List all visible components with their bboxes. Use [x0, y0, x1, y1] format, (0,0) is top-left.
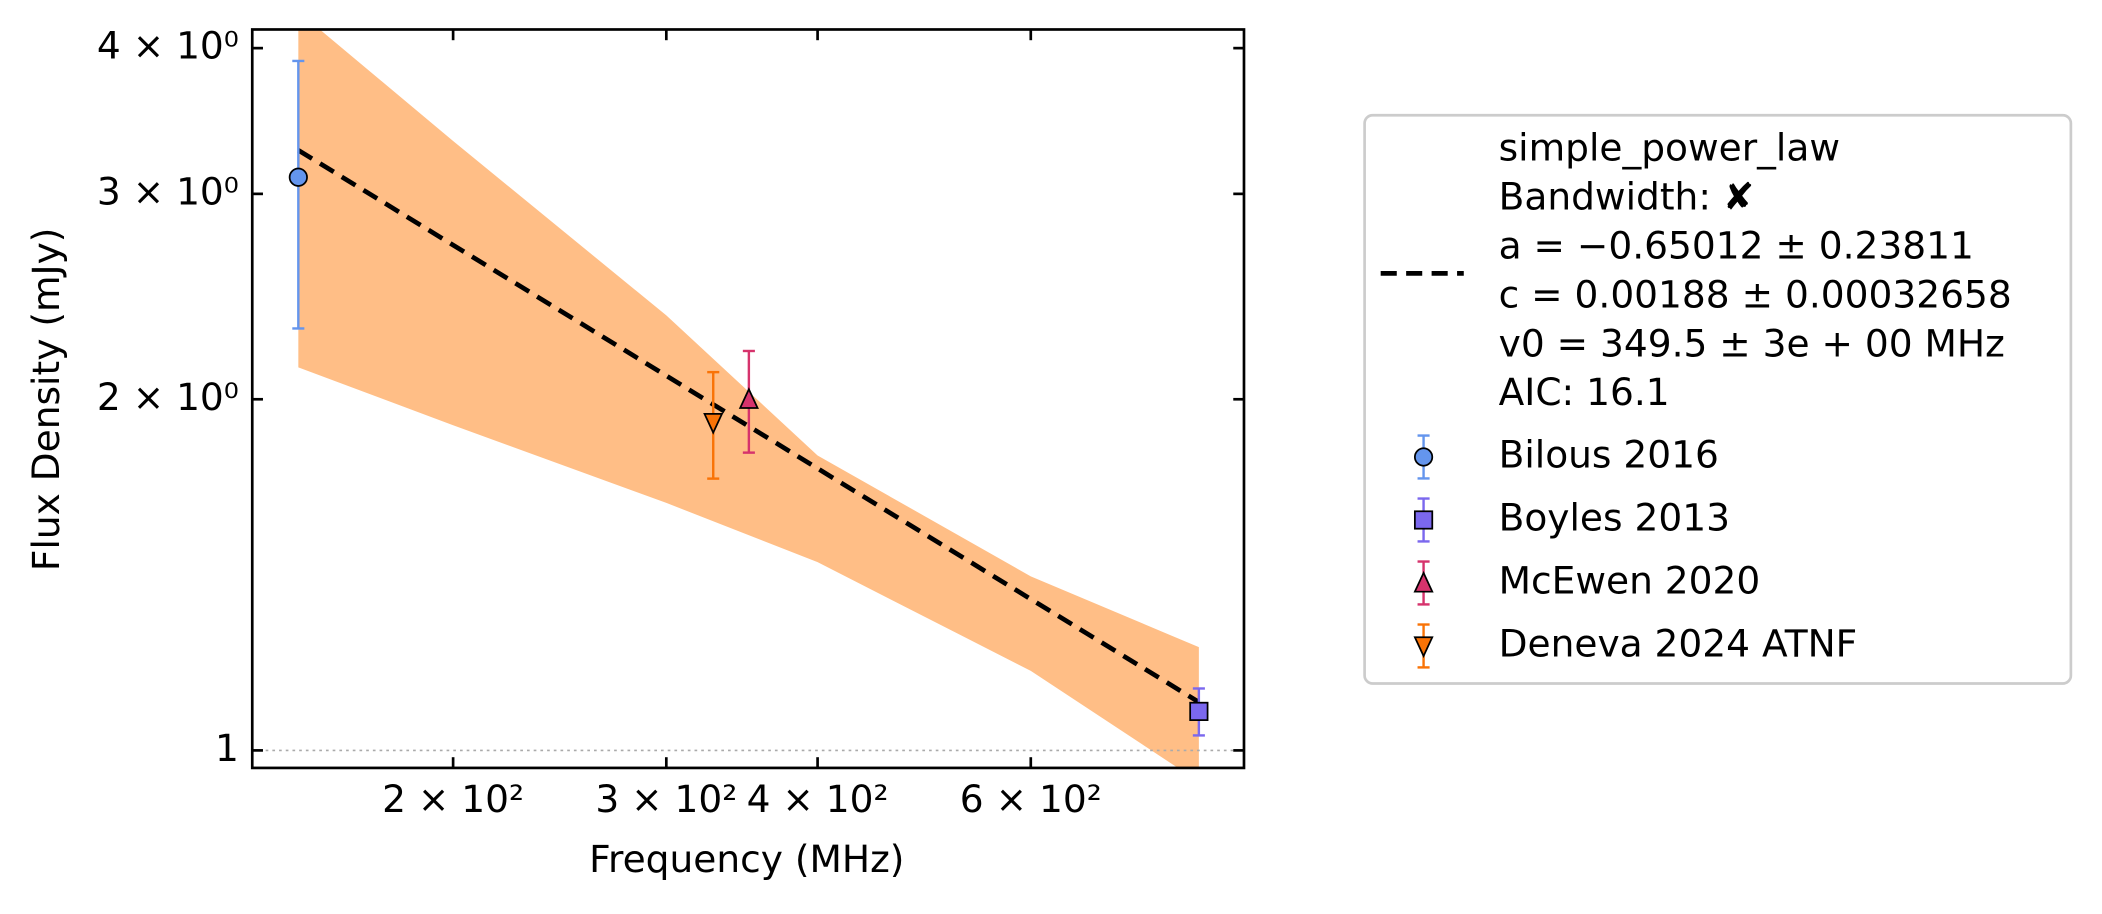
legend-entry: Deneva 2024 ATNF [1413, 621, 1858, 669]
y-tick-label: 2 × 10⁰ [97, 375, 239, 419]
legend-label: Bilous 2016 [1499, 433, 1719, 477]
y-tick-label: 3 × 10⁰ [97, 169, 239, 213]
marker [1189, 701, 1209, 721]
legend-label: Bandwidth: ✘ [1499, 175, 1755, 219]
legend-label: Deneva 2024 ATNF [1499, 621, 1858, 665]
y-axis-label: Flux Density (mJy) [24, 228, 68, 572]
legend-label: AIC: 16.1 [1499, 370, 1670, 414]
legend [1363, 113, 2073, 685]
legend-entry: Bilous 2016 [1413, 433, 1719, 480]
legend-label: c = 0.00188 ± 0.00032658 [1499, 272, 2012, 316]
marker [738, 387, 759, 409]
y-tick-label: 4 × 10⁰ [97, 24, 239, 68]
marker [1413, 636, 1434, 659]
marker [1413, 447, 1434, 467]
legend-entry: McEwen 2020 [1413, 558, 1761, 606]
x-tick-label: 3 × 10² [595, 777, 737, 821]
legend-label: Boyles 2013 [1499, 495, 1730, 539]
x-tick-label: 2 × 10² [382, 777, 524, 821]
legend-entry: Boyles 2013 [1413, 495, 1730, 543]
y-tick-label: 1 [215, 726, 239, 770]
x-tick-label: 4 × 10² [747, 777, 889, 821]
legend-label: v0 = 349.5 ± 3e + 00 MHz [1499, 321, 2005, 365]
marker [703, 413, 724, 435]
data-point [288, 59, 308, 330]
legend-label: simple_power_law [1499, 126, 1840, 170]
data-point [738, 349, 759, 454]
x-axis-label: Frequency (MHz) [589, 837, 904, 881]
marker [1413, 570, 1434, 593]
marker [288, 167, 308, 187]
legend-label: McEwen 2020 [1499, 558, 1761, 602]
data-point [703, 370, 724, 480]
x-tick-label: 6 × 10² [960, 777, 1102, 821]
data-point [1189, 687, 1209, 737]
legend-label: a = −0.65012 ± 0.23811 [1499, 223, 1974, 267]
marker [1413, 510, 1434, 530]
fit-line [297, 148, 1201, 705]
